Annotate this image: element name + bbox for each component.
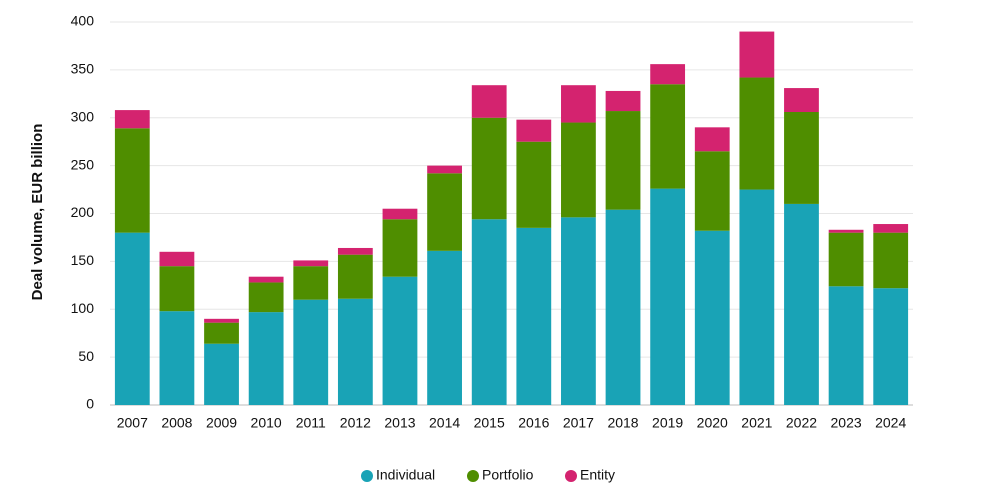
bar-segment <box>471 117 507 220</box>
y-tick-label: 150 <box>71 252 95 268</box>
bar-segment <box>605 90 641 112</box>
bar-segment <box>248 276 284 283</box>
bar-segment <box>204 343 239 405</box>
bar-segment <box>382 219 418 277</box>
bar-segment <box>159 311 195 405</box>
y-tick-label: 400 <box>71 13 95 29</box>
bar-segment <box>561 85 596 123</box>
bar-segment <box>739 31 775 78</box>
x-tick-label: 2013 <box>384 415 415 431</box>
bar-segment <box>694 230 730 405</box>
bar-segment <box>159 251 195 267</box>
bar-segment <box>516 119 552 142</box>
bar-segment <box>605 209 641 405</box>
bar-segment <box>873 288 909 405</box>
bar-segment <box>739 189 775 405</box>
x-tick-label: 2014 <box>429 415 460 431</box>
bar-segment <box>337 298 373 405</box>
x-tick-label: 2017 <box>563 415 594 431</box>
x-tick-label: 2020 <box>697 415 728 431</box>
y-axis-label: Deal volume, EUR billion <box>29 124 46 301</box>
x-tick-label: 2010 <box>251 415 282 431</box>
x-tick-label: 2016 <box>518 415 549 431</box>
bar-segment <box>471 85 507 118</box>
x-tick-label: 2008 <box>161 415 192 431</box>
bar-segment <box>293 260 329 267</box>
x-tick-label: 2007 <box>117 415 148 431</box>
x-tick-label: 2012 <box>340 415 371 431</box>
bar-segment <box>516 227 552 405</box>
y-tick-label: 100 <box>71 300 95 316</box>
bar-segment <box>293 299 329 405</box>
legend-swatch <box>565 470 577 482</box>
x-tick-label: 2018 <box>607 415 638 431</box>
bar-segment <box>784 112 819 204</box>
bar-segment <box>204 322 239 344</box>
y-tick-label: 0 <box>86 396 94 412</box>
x-tick-label: 2022 <box>786 415 817 431</box>
bar-segment <box>471 219 507 405</box>
bar-segment <box>694 151 730 231</box>
bar-segment <box>248 312 284 405</box>
bar-segment <box>873 224 909 233</box>
bar-segment <box>561 217 596 405</box>
x-tick-label: 2021 <box>741 415 772 431</box>
bar-segment <box>427 165 462 174</box>
legend-label: Entity <box>580 467 615 483</box>
bar-segment <box>248 282 284 313</box>
bar-segment <box>337 254 373 299</box>
legend-label: Individual <box>376 467 435 483</box>
bar-segment <box>605 111 641 210</box>
bar-segment <box>114 232 150 405</box>
y-tick-label: 350 <box>71 61 95 77</box>
x-tick-label: 2011 <box>296 415 326 431</box>
bar-segment <box>204 318 239 323</box>
bar-segment <box>382 208 418 220</box>
y-tick-label: 50 <box>78 348 94 364</box>
bar-segment <box>427 250 462 405</box>
y-tick-label: 300 <box>71 108 95 124</box>
x-tick-label: 2024 <box>875 415 906 431</box>
bar-segment <box>382 276 418 405</box>
legend-swatch <box>467 470 479 482</box>
bar-segment <box>694 127 730 152</box>
y-tick-label: 250 <box>71 156 95 172</box>
bar-segment <box>828 286 864 405</box>
bar-segment <box>427 173 462 251</box>
bar-segment <box>873 232 909 289</box>
bar-segment <box>516 141 552 228</box>
bar-segment <box>293 266 329 300</box>
legend-label: Portfolio <box>482 467 534 483</box>
bar-segment <box>650 188 686 405</box>
bar-segment <box>828 229 864 233</box>
bar-segment <box>337 247 373 255</box>
x-tick-label: 2023 <box>831 415 862 431</box>
bar-segment <box>739 77 775 190</box>
bar-segment <box>114 128 150 233</box>
y-tick-label: 200 <box>71 204 95 220</box>
bar-segment <box>159 266 195 312</box>
bar-segment <box>114 110 150 129</box>
x-tick-label: 2019 <box>652 415 683 431</box>
bar-segment <box>561 122 596 218</box>
bar-segment <box>650 84 686 189</box>
bar-segment <box>650 64 686 85</box>
x-tick-label: 2015 <box>474 415 505 431</box>
x-tick-label: 2009 <box>206 415 237 431</box>
legend-swatch <box>361 470 373 482</box>
bar-segment <box>828 232 864 287</box>
bar-segment <box>784 88 819 113</box>
bar-segment <box>784 203 819 405</box>
